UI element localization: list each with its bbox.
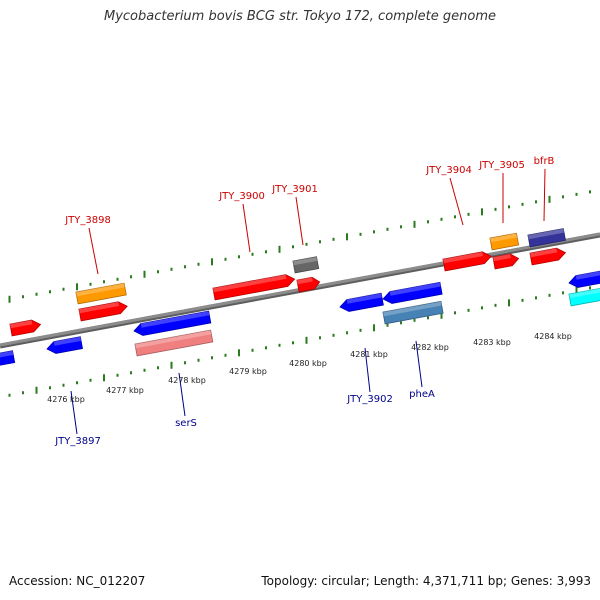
- gene-label[interactable]: pheA: [409, 389, 435, 400]
- scale-label: 4279 kbp: [229, 367, 267, 376]
- phea-feature[interactable]: [382, 281, 443, 305]
- accession-text: Accession: NC_012207: [9, 574, 146, 588]
- scale-label: 4283 kbp: [473, 338, 511, 347]
- jty-3900-feature[interactable]: [212, 273, 296, 301]
- scale-label: 4282 kbp: [411, 343, 449, 352]
- forward-strand-ticks: [8, 190, 591, 303]
- genome-summary-text: Topology: circular; Length: 4,371,711 bp…: [261, 574, 591, 588]
- orange-feature-forward-2-feature[interactable]: [489, 232, 520, 251]
- feature-track: [0, 228, 600, 367]
- leader-line: [295, 196, 304, 246]
- gene-label[interactable]: bfrB: [534, 156, 555, 167]
- gene-label[interactable]: JTY_3904: [425, 165, 472, 176]
- leader-line: [178, 372, 186, 417]
- gene-label[interactable]: JTY_3897: [54, 436, 101, 447]
- scale-labels: 4276 kbp 4277 kbp 4278 kbp 4279 kbp 4280 kbp…: [47, 332, 572, 404]
- gene-label[interactable]: JTY_3902: [346, 394, 393, 405]
- gene-label[interactable]: serS: [175, 418, 197, 429]
- map-title: Mycobacterium bovis BCG str. Tokyo 172, …: [104, 9, 496, 24]
- jty-3901-feature[interactable]: [296, 276, 321, 293]
- leader-line: [364, 347, 371, 393]
- steelblue-feature-reverse-feature[interactable]: [382, 300, 444, 325]
- gene-label[interactable]: JTY_3898: [64, 215, 111, 226]
- jty-3904-feature[interactable]: [442, 250, 492, 272]
- scale-label: 4277 kbp: [106, 386, 144, 395]
- left-forward-edge-feature[interactable]: [9, 319, 42, 337]
- jty-3898-feature[interactable]: [78, 300, 128, 322]
- pink-feature-reverse-feature[interactable]: [134, 329, 214, 357]
- leader-line: [415, 340, 423, 388]
- gene-label[interactable]: JTY_3901: [271, 184, 318, 195]
- jty-3897-feature[interactable]: [46, 336, 83, 355]
- feature-labels: JTY_3898 JTY_3900 JTY_3901 JTY_3904 JTY_3905…: [54, 156, 554, 447]
- jty-3902-feature[interactable]: [339, 292, 384, 313]
- scale-label: 4276 kbp: [47, 395, 85, 404]
- sers-feature[interactable]: [133, 310, 212, 337]
- leader-line: [88, 227, 99, 275]
- leader-line: [242, 203, 251, 253]
- orange-feature-forward-1-feature[interactable]: [75, 282, 127, 305]
- cyan-feature-reverse-feature[interactable]: [568, 287, 600, 307]
- scale-label: 4280 kbp: [289, 359, 327, 368]
- left-reverse-edge-feature[interactable]: [0, 350, 16, 367]
- leader-line: [449, 177, 464, 226]
- gene-label[interactable]: JTY_3900: [218, 191, 265, 202]
- reverse-strand-ticks: [8, 286, 591, 397]
- bfrb-feature[interactable]: [529, 247, 567, 266]
- jty-3905-feature[interactable]: [492, 253, 520, 270]
- gene-label[interactable]: JTY_3905: [478, 160, 525, 171]
- scale-label: 4281 kbp: [350, 350, 388, 359]
- right-reverse-edge-feature[interactable]: [568, 270, 600, 289]
- scale-label: 4284 kbp: [534, 332, 572, 341]
- leader-line: [543, 168, 546, 222]
- scale-label: 4278 kbp: [168, 376, 206, 385]
- navy-feature-forward-feature[interactable]: [527, 228, 566, 248]
- gray-feature-forward-feature[interactable]: [292, 256, 320, 274]
- leader-line: [70, 390, 78, 435]
